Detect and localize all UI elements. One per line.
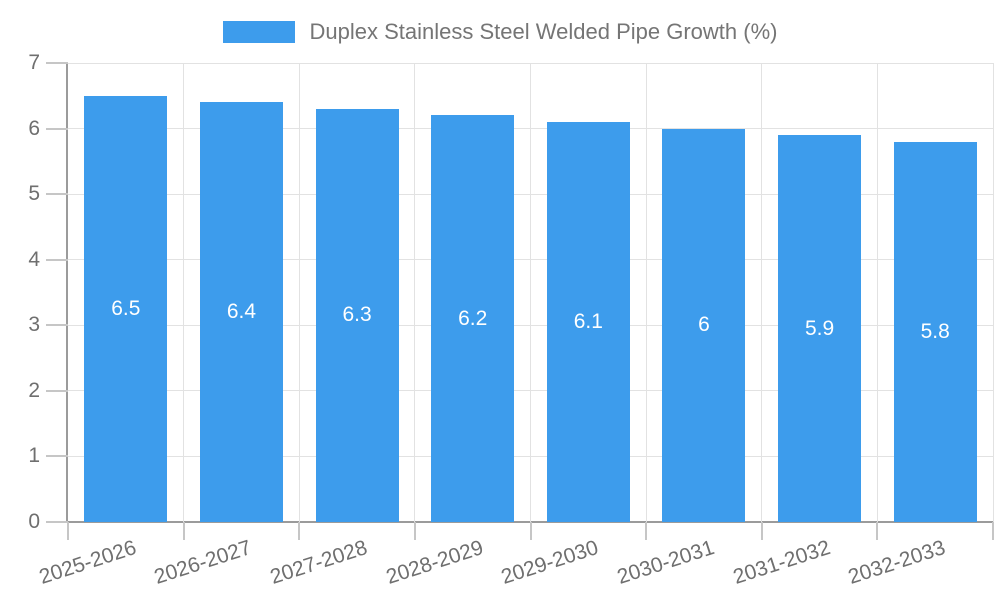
- v-gridline: [530, 63, 531, 522]
- bar-value-label: 6.1: [573, 309, 603, 333]
- bar-value-label: 5.9: [804, 316, 835, 340]
- v-gridline: [761, 63, 763, 522]
- bar[interactable]: 6.2: [431, 115, 515, 522]
- y-tick-label: 1: [28, 444, 40, 468]
- v-gridline: [992, 63, 994, 522]
- bar[interactable]: 6.4: [199, 102, 283, 522]
- x-tick: [182, 522, 185, 540]
- bar[interactable]: 6: [662, 128, 746, 522]
- y-tick-label: 7: [28, 51, 40, 74]
- bar-value-label: 6.3: [342, 303, 372, 327]
- legend-label: Duplex Stainless Steel Welded Pipe Growt…: [309, 19, 778, 44]
- x-tick: [876, 522, 879, 540]
- y-tick: [46, 455, 68, 458]
- bar-value-label: 6.2: [458, 306, 488, 330]
- x-tick: [298, 522, 301, 540]
- bar[interactable]: 5.8: [893, 141, 977, 522]
- x-tick: [760, 522, 763, 540]
- legend[interactable]: Duplex Stainless Steel Welded Pipe Growt…: [0, 16, 1000, 48]
- bar-value-label: 6.4: [226, 300, 257, 324]
- x-tick: [529, 522, 532, 540]
- y-tick-label: 2: [28, 378, 40, 402]
- bar[interactable]: 6.1: [546, 122, 630, 522]
- y-tick: [46, 62, 68, 64]
- y-tick-label: 0: [28, 510, 40, 533]
- y-axis-line: [66, 63, 68, 522]
- bar[interactable]: 6.3: [315, 108, 399, 522]
- y-tick: [46, 521, 68, 523]
- y-tick: [46, 127, 68, 130]
- y-tick-label: 5: [28, 182, 40, 206]
- bar-value-label: 6.5: [111, 296, 141, 320]
- v-gridline: [876, 63, 878, 522]
- x-tick: [67, 522, 69, 540]
- y-tick-label: 4: [28, 247, 40, 271]
- x-tick: [413, 522, 416, 540]
- bar-value-label: 5.8: [920, 319, 950, 343]
- x-tick: [992, 522, 994, 540]
- y-tick: [46, 193, 68, 196]
- y-tick: [46, 389, 68, 392]
- y-tick-label: 6: [28, 116, 40, 140]
- v-gridline: [414, 63, 416, 522]
- bar[interactable]: 6.5: [84, 95, 168, 522]
- y-tick: [46, 324, 68, 327]
- y-tick: [46, 258, 68, 261]
- v-gridline: [183, 63, 185, 522]
- legend-swatch: [222, 21, 295, 43]
- bar[interactable]: 5.9: [778, 135, 862, 522]
- x-tick: [645, 522, 648, 540]
- plot-area: 0 1 2 3 4 5 6 7 6.5 2025-2026 6.4 2026-2027 6.3 2027-…: [28, 51, 994, 589]
- v-gridline: [645, 63, 647, 522]
- bar-value-label: 6: [698, 313, 710, 337]
- y-tick-label: 3: [28, 313, 40, 337]
- v-gridline: [298, 63, 300, 522]
